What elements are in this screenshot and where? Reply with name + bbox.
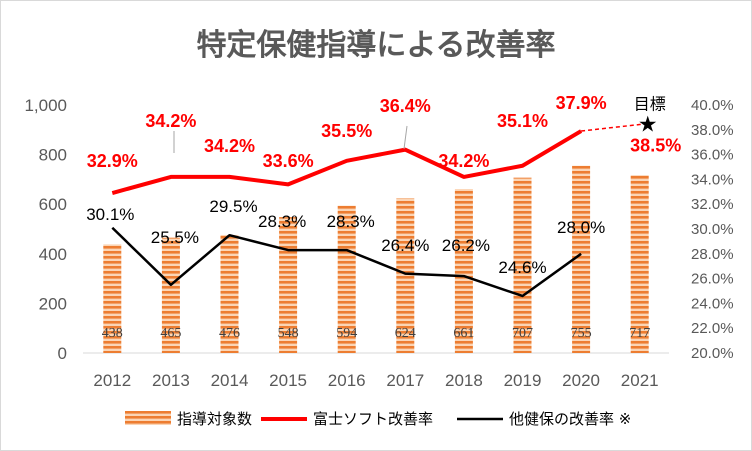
left-axis-tick: 400 xyxy=(39,245,67,264)
x-axis-tick: 2013 xyxy=(152,371,190,390)
bar xyxy=(220,234,239,353)
x-axis-tick: 2014 xyxy=(211,371,249,390)
bar xyxy=(337,205,356,353)
bar-value-label: 707 xyxy=(512,326,533,341)
bar xyxy=(454,189,473,353)
right-axis-tick: 40.0% xyxy=(691,97,734,114)
right-axis-tick: 32.0% xyxy=(691,196,734,213)
right-axis-tick: 36.0% xyxy=(691,147,734,164)
other-data-label: 30.1% xyxy=(86,205,134,224)
other-data-label: 24.6% xyxy=(498,258,546,277)
bar-value-label: 438 xyxy=(102,326,123,341)
right-axis-tick: 26.0% xyxy=(691,271,734,288)
fujisoft-data-label: 34.2% xyxy=(438,151,489,171)
fujisoft-data-label: 35.1% xyxy=(497,111,548,131)
bar-value-label: 548 xyxy=(278,326,299,341)
other-improvement-line xyxy=(111,226,582,298)
right-axis-tick: 30.0% xyxy=(691,221,734,238)
x-axis-tick: 2016 xyxy=(328,371,366,390)
right-axis-tick: 28.0% xyxy=(691,246,734,263)
bar xyxy=(396,198,415,353)
x-axis-tick: 2021 xyxy=(621,371,659,390)
bar xyxy=(572,165,591,353)
left-axis-tick: 800 xyxy=(39,146,67,165)
bar-value-label: 624 xyxy=(395,326,416,341)
label-leader-line xyxy=(403,125,408,150)
target-label: 目標 xyxy=(634,95,666,114)
left-axis-tick: 1,000 xyxy=(24,96,67,115)
legend-label: 指導対象数 xyxy=(177,410,252,428)
other-data-label: 28.0% xyxy=(557,218,605,237)
other-data-label: 28.3% xyxy=(258,212,306,231)
x-axis-tick: 2017 xyxy=(386,371,424,390)
fujisoft-data-label: 37.9% xyxy=(556,93,607,113)
chart-title: 特定保健指導による改善率 xyxy=(196,28,555,63)
x-axis-tick: 2020 xyxy=(562,371,600,390)
right-axis-tick: 24.0% xyxy=(691,295,734,312)
bar-value-label: 755 xyxy=(571,326,592,341)
bar-value-label: 661 xyxy=(453,326,474,341)
fujisoft-data-label: 33.6% xyxy=(263,151,314,171)
legend-swatch-bar xyxy=(125,411,171,425)
fujisoft-data-label: 34.2% xyxy=(145,111,196,131)
bar xyxy=(513,177,532,353)
bar-value-label: 476 xyxy=(219,326,240,341)
bar xyxy=(103,244,122,353)
left-axis-tick: 0 xyxy=(58,344,67,363)
bar-value-label: 717 xyxy=(629,326,650,341)
x-axis-tick: 2018 xyxy=(445,371,483,390)
fujisoft-improvement-line xyxy=(111,129,583,195)
other-data-label: 25.5% xyxy=(151,228,199,247)
other-data-label: 28.3% xyxy=(327,212,375,231)
x-axis-tick: 2019 xyxy=(504,371,542,390)
target-value-label: 38.5% xyxy=(630,136,681,156)
fujisoft-data-label: 34.2% xyxy=(204,136,255,156)
bar xyxy=(630,175,649,353)
legend-label: 他健保の改善率 ※ xyxy=(509,410,631,428)
right-axis-tick: 38.0% xyxy=(691,122,734,139)
x-axis-tick: 2012 xyxy=(93,371,131,390)
legend-label: 富士ソフト改善率 xyxy=(313,410,433,428)
other-data-label: 26.2% xyxy=(442,236,490,255)
fujisoft-data-label: 36.4% xyxy=(380,96,431,116)
right-axis-tick: 34.0% xyxy=(691,171,734,188)
left-axis-tick: 200 xyxy=(39,294,67,313)
bar xyxy=(161,237,180,353)
bar-value-label: 465 xyxy=(160,326,181,341)
left-axis-tick: 600 xyxy=(39,195,67,214)
right-axis-tick: 20.0% xyxy=(691,345,734,362)
other-data-label: 26.4% xyxy=(381,236,429,255)
other-data-label: 29.5% xyxy=(209,197,257,216)
x-axis-tick: 2015 xyxy=(269,371,307,390)
bar-value-label: 594 xyxy=(336,326,357,341)
fujisoft-data-label: 35.5% xyxy=(321,121,372,141)
star-icon: ★ xyxy=(638,113,658,138)
fujisoft-data-label: 32.9% xyxy=(87,151,138,171)
right-axis-tick: 22.0% xyxy=(691,320,734,337)
